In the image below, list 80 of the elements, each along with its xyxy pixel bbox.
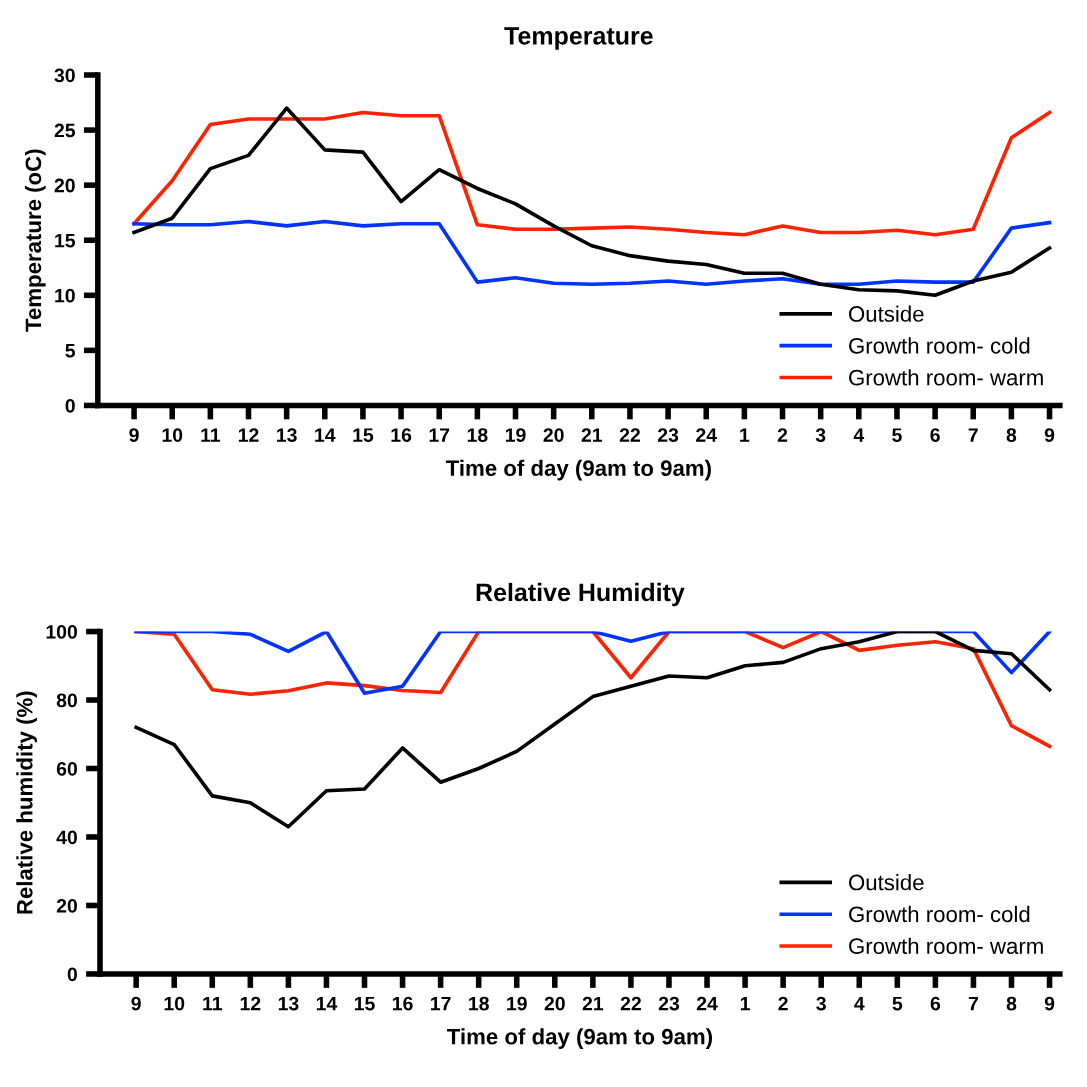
x-tick-label: 20: [544, 996, 565, 1011]
y-tick-label: 40: [56, 830, 77, 845]
y-tick-label: 5: [65, 344, 76, 358]
x-tick-label: 15: [354, 996, 375, 1011]
x-axis-title: Time of day (9am to 9am): [445, 459, 711, 481]
legend-label: Outside: [849, 305, 924, 322]
x-tick-label: 15: [353, 428, 374, 442]
y-tick-label: 30: [54, 68, 75, 83]
legend-label: Growth room- warm: [849, 369, 1043, 386]
x-tick-label: 21: [582, 996, 604, 1011]
y-tick-label: 15: [55, 233, 76, 248]
x-tick-label: 10: [164, 996, 185, 1011]
x-tick-label: 9: [1044, 428, 1055, 442]
x-tick-label: 13: [278, 996, 299, 1011]
y-tick-label: 60: [56, 761, 77, 776]
x-tick-label: 1: [740, 996, 750, 1011]
x-tick-label: 10: [162, 428, 183, 442]
line-series: [132, 106, 1052, 298]
legend-label: Growth room- warm: [849, 937, 1043, 954]
x-tick-label: 20: [543, 428, 564, 442]
x-tick-label: 13: [277, 428, 297, 442]
x-tick-label: 8: [1006, 428, 1017, 442]
x-tick-label: 3: [816, 996, 826, 1011]
line-series: [134, 631, 1052, 829]
line-series: [132, 219, 1052, 287]
x-tick-label: 19: [507, 996, 527, 1011]
x-tick-label: 17: [431, 996, 451, 1011]
x-tick-label: 24: [696, 428, 717, 442]
legend-label: Outside: [849, 874, 924, 891]
x-tick-label: 14: [315, 428, 336, 442]
x-tick-label: 14: [316, 996, 338, 1011]
chart-title: Relative Humidity: [476, 582, 685, 607]
x-tick-label: 16: [392, 996, 413, 1011]
x-tick-label: 9: [129, 428, 139, 442]
x-tick-label: 11: [201, 428, 221, 442]
x-tick-label: 11: [203, 996, 223, 1011]
x-tick-label: 23: [658, 996, 680, 1011]
x-tick-label: 9: [131, 996, 141, 1011]
x-tick-label: 18: [467, 428, 488, 442]
x-tick-label: 4: [853, 428, 865, 442]
x-tick-label: 7: [968, 428, 978, 442]
y-tick-label: 25: [54, 123, 76, 138]
x-tick-label: 5: [892, 996, 903, 1011]
x-tick-label: 18: [469, 996, 489, 1011]
legend-label: Growth room- cold: [849, 905, 1030, 923]
x-tick-label: 2: [777, 428, 788, 442]
x-tick-label: 5: [892, 428, 902, 442]
x-tick-label: 7: [968, 996, 978, 1011]
x-tick-label: 1: [740, 428, 750, 442]
y-tick-label: 100: [46, 625, 77, 639]
x-tick-label: 12: [238, 428, 259, 442]
x-tick-label: 22: [620, 996, 641, 1011]
y-tick-label: 20: [54, 178, 75, 193]
y-axis-title: Relative humidity (%): [16, 691, 38, 914]
y-tick-label: 0: [67, 967, 77, 982]
x-tick-label: 22: [619, 428, 640, 442]
x-tick-label: 12: [240, 996, 261, 1011]
x-axis-title: Time of day (9am to 9am): [447, 1028, 712, 1049]
x-tick-label: 9: [1044, 996, 1055, 1011]
chart-title: Temperature: [504, 27, 653, 50]
line-series: [132, 110, 1052, 237]
x-tick-label: 6: [930, 996, 941, 1011]
x-tick-label: 16: [391, 428, 412, 442]
y-tick-label: 80: [56, 693, 77, 708]
x-tick-label: 17: [429, 428, 450, 442]
y-tick-label: 20: [56, 898, 77, 913]
x-tick-label: 3: [815, 428, 826, 442]
x-tick-label: 2: [778, 996, 788, 1011]
legend-label: Growth room- cold: [849, 337, 1030, 354]
x-tick-label: 19: [505, 428, 526, 442]
y-tick-label: 0: [65, 398, 75, 413]
x-tick-label: 6: [930, 428, 940, 442]
line-series: [134, 631, 1052, 695]
x-tick-label: 4: [854, 996, 865, 1011]
x-tick-label: 23: [657, 428, 679, 442]
x-tick-label: 8: [1006, 996, 1017, 1011]
y-tick-label: 10: [55, 288, 75, 303]
x-tick-label: 24: [696, 996, 718, 1011]
y-axis-title: Temperature (oC): [24, 149, 46, 332]
x-tick-label: 21: [581, 428, 603, 442]
